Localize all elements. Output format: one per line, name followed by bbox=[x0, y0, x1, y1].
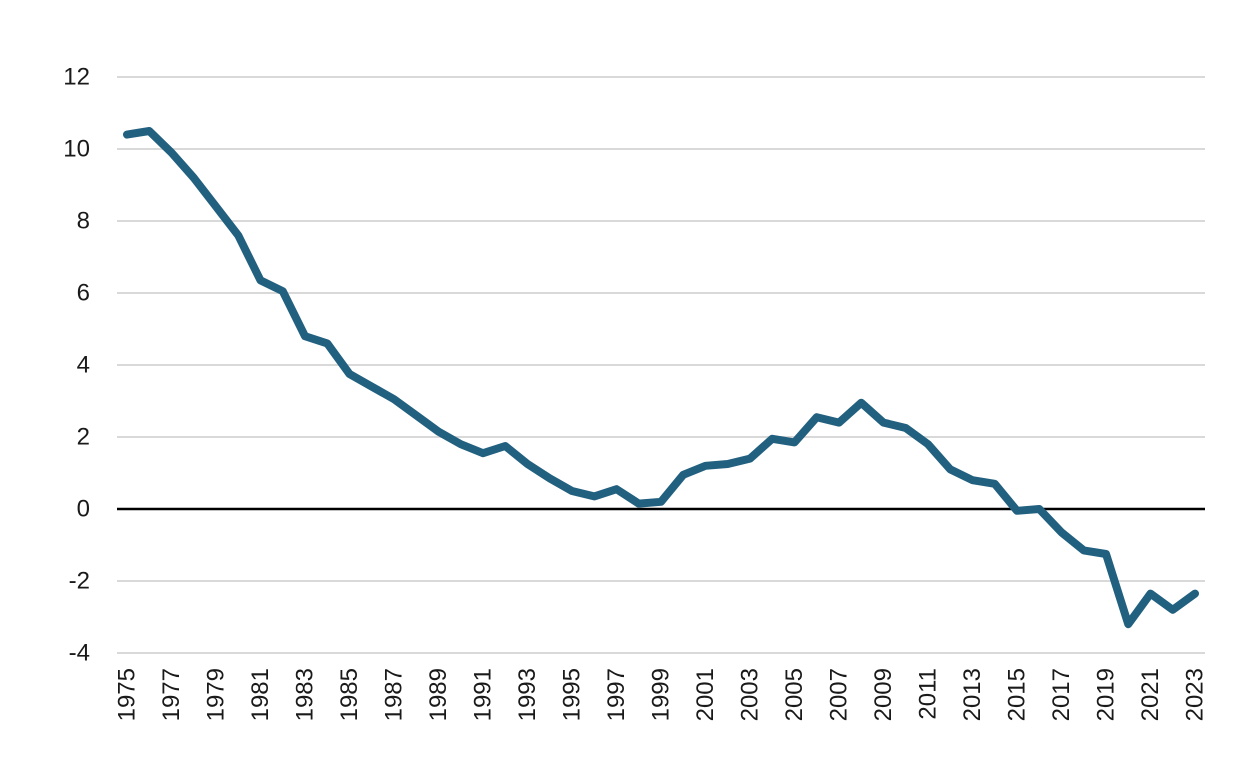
x-tick-label: 2017 bbox=[1048, 668, 1075, 721]
x-tick-label: 1977 bbox=[158, 668, 185, 721]
x-tick-label: 1995 bbox=[559, 668, 586, 721]
x-tick-label: 1975 bbox=[114, 668, 141, 721]
x-tick-label: 1987 bbox=[381, 668, 408, 721]
x-tick-label: 2013 bbox=[959, 668, 986, 721]
y-tick-label: -2 bbox=[69, 568, 90, 595]
x-tick-label: 1981 bbox=[247, 668, 274, 721]
y-axis-tick-labels: -4 -2 0 2 4 6 8 10 12 bbox=[63, 64, 90, 667]
y-tick-label: 0 bbox=[77, 496, 90, 523]
y-tick-label: 4 bbox=[77, 352, 90, 379]
y-tick-label: 10 bbox=[63, 136, 90, 163]
x-tick-label: 1979 bbox=[203, 668, 230, 721]
x-tick-label: 1989 bbox=[425, 668, 452, 721]
x-tick-label: 2011 bbox=[915, 668, 942, 720]
y-tick-label: -4 bbox=[69, 640, 90, 667]
x-tick-label: 2021 bbox=[1137, 668, 1164, 721]
x-tick-label: 2019 bbox=[1093, 668, 1120, 721]
y-tick-label: 8 bbox=[77, 208, 90, 235]
x-tick-label: 2003 bbox=[737, 668, 764, 721]
x-tick-label: 1985 bbox=[336, 668, 363, 721]
y-tick-label: 2 bbox=[77, 424, 90, 451]
series-line bbox=[123, 127, 1199, 629]
x-tick-label: 2009 bbox=[870, 668, 897, 721]
x-tick-label: 2001 bbox=[692, 668, 719, 721]
x-tick-label: 2023 bbox=[1182, 668, 1209, 721]
x-tick-label: 1997 bbox=[603, 668, 630, 721]
x-tick-label: 2005 bbox=[781, 668, 808, 721]
x-tick-label: 1991 bbox=[470, 668, 497, 721]
gridlines bbox=[117, 76, 1205, 654]
x-tick-label: 2015 bbox=[1004, 668, 1031, 721]
x-tick-label: 1983 bbox=[292, 668, 319, 721]
x-axis-tick-labels: 1975 1977 1979 1981 1983 1985 1987 1989 1991 1993… bbox=[114, 668, 1209, 721]
x-tick-label: 1999 bbox=[648, 668, 675, 721]
y-tick-label: 12 bbox=[63, 64, 90, 91]
x-tick-label: 1993 bbox=[514, 668, 541, 721]
x-tick-label: 2007 bbox=[826, 668, 853, 721]
series-group bbox=[123, 127, 1199, 629]
y-tick-label: 6 bbox=[77, 280, 90, 307]
